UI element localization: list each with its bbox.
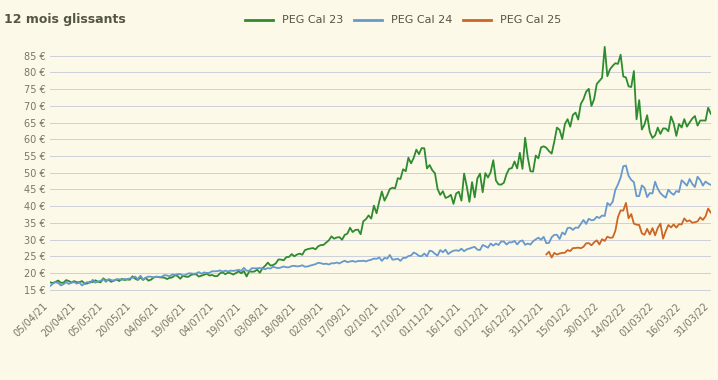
PEG Cal 23 [80, 282, 89, 286]
PEG Cal 24 [154, 275, 163, 279]
PEG Cal 23 [685, 120, 694, 125]
PEG Cal 24 [707, 183, 715, 187]
PEG Cal 23 [157, 275, 166, 280]
Line: PEG Cal 25: PEG Cal 25 [546, 203, 711, 258]
PEG Cal 24 [320, 262, 328, 266]
PEG Cal 25 [707, 211, 715, 215]
PEG Cal 23 [707, 111, 715, 116]
PEG Cal 25 [680, 216, 689, 221]
PEG Cal 24 [503, 242, 511, 247]
Legend: PEG Cal 23, PEG Cal 24, PEG Cal 25: PEG Cal 23, PEG Cal 24, PEG Cal 25 [241, 11, 566, 30]
Text: 12 mois glissants: 12 mois glissants [4, 13, 126, 26]
Line: PEG Cal 23: PEG Cal 23 [50, 47, 711, 284]
PEG Cal 24 [683, 184, 691, 188]
PEG Cal 24 [311, 262, 320, 266]
Line: PEG Cal 24: PEG Cal 24 [50, 166, 711, 286]
PEG Cal 23 [314, 244, 322, 249]
PEG Cal 24 [622, 163, 630, 168]
PEG Cal 23 [46, 280, 55, 285]
PEG Cal 23 [600, 44, 609, 49]
PEG Cal 23 [431, 171, 439, 176]
PEG Cal 24 [428, 249, 437, 254]
PEG Cal 23 [505, 166, 513, 171]
PEG Cal 24 [46, 284, 55, 288]
PEG Cal 23 [322, 240, 330, 245]
